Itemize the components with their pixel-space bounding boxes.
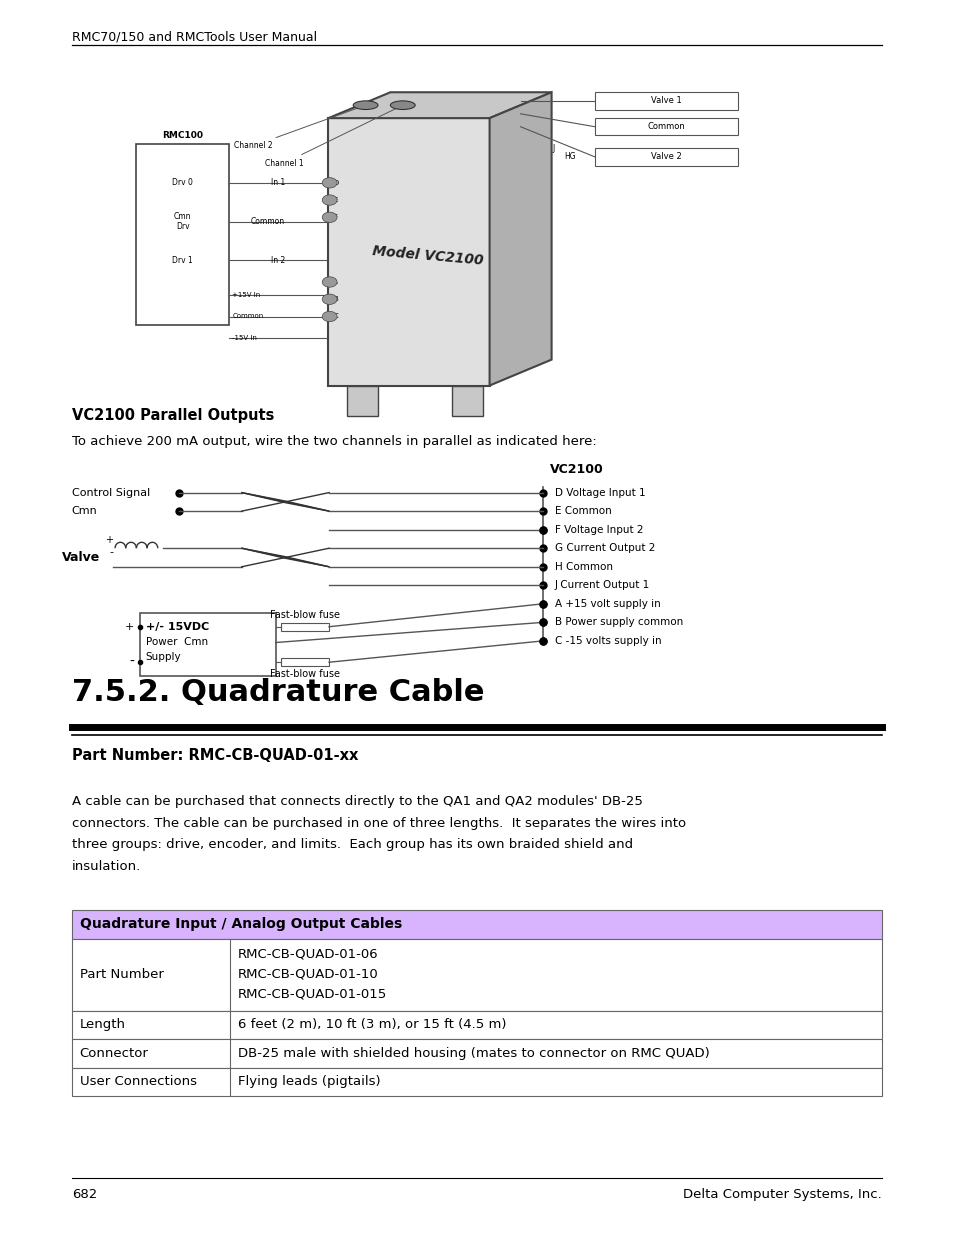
Text: Quadrature Input / Analog Output Cables: Quadrature Input / Analog Output Cables (79, 918, 401, 931)
Polygon shape (280, 658, 329, 666)
Text: Valve: Valve (62, 551, 100, 564)
Text: Flying leads (pigtails): Flying leads (pigtails) (237, 1076, 380, 1088)
Text: In 2: In 2 (271, 256, 285, 266)
FancyBboxPatch shape (136, 144, 229, 325)
Circle shape (322, 277, 336, 288)
Text: F: F (333, 215, 337, 220)
Text: VC2100 Parallel Outputs: VC2100 Parallel Outputs (71, 408, 274, 424)
Text: A +15 volt supply in: A +15 volt supply in (554, 599, 659, 609)
Text: Connector: Connector (79, 1047, 149, 1060)
Ellipse shape (353, 101, 377, 110)
Polygon shape (452, 385, 483, 416)
Circle shape (322, 178, 336, 188)
Polygon shape (595, 148, 737, 165)
Text: Common: Common (233, 314, 263, 320)
Text: Supply: Supply (146, 652, 181, 662)
Text: 682: 682 (71, 1188, 97, 1200)
Text: Valve 1: Valve 1 (650, 96, 681, 105)
Text: insulation.: insulation. (71, 860, 141, 872)
Text: User Connections: User Connections (79, 1076, 196, 1088)
Text: B: B (333, 296, 337, 303)
Ellipse shape (390, 101, 415, 110)
Text: E: E (333, 198, 337, 203)
Circle shape (322, 212, 336, 222)
Text: To achieve 200 mA output, wire the two channels in parallel as indicated here:: To achieve 200 mA output, wire the two c… (71, 435, 597, 448)
Text: Common: Common (251, 217, 285, 226)
Text: C -15 volts supply in: C -15 volts supply in (554, 636, 660, 646)
Text: RMC-CB-QUAD-01-015: RMC-CB-QUAD-01-015 (237, 988, 386, 1000)
Text: Part Number: Part Number (79, 968, 163, 981)
Text: -: - (129, 656, 133, 669)
Text: Fast-blow fuse: Fast-blow fuse (270, 669, 339, 679)
Text: J: J (552, 143, 554, 153)
Text: D: D (333, 180, 338, 185)
Text: B Power supply common: B Power supply common (554, 618, 682, 627)
Text: Length: Length (79, 1018, 126, 1031)
Polygon shape (595, 119, 737, 136)
Text: Cmn
Drv: Cmn Drv (173, 212, 192, 231)
Text: Cmn: Cmn (71, 506, 97, 516)
Circle shape (322, 311, 336, 321)
Text: HG: HG (563, 152, 575, 162)
Polygon shape (328, 119, 489, 385)
Text: Model VC2100: Model VC2100 (371, 245, 483, 268)
Text: Valve 2: Valve 2 (650, 152, 681, 162)
Polygon shape (347, 385, 377, 416)
Circle shape (322, 195, 336, 205)
Text: F Voltage Input 2: F Voltage Input 2 (554, 525, 642, 535)
Text: Channel 2: Channel 2 (233, 106, 362, 151)
Text: RMC100: RMC100 (162, 131, 203, 140)
Text: RMC-CB-QUAD-01-10: RMC-CB-QUAD-01-10 (237, 967, 378, 981)
Text: connectors. The cable can be purchased in one of three lengths.  It separates th: connectors. The cable can be purchased i… (71, 816, 685, 830)
Text: Channel 1: Channel 1 (265, 106, 400, 168)
Text: In 1: In 1 (271, 178, 285, 188)
Text: +: + (105, 535, 113, 546)
Text: C: C (333, 314, 337, 320)
Text: +/- 15VDC: +/- 15VDC (146, 621, 209, 631)
Text: 6 feet (2 m), 10 ft (3 m), or 15 ft (4.5 m): 6 feet (2 m), 10 ft (3 m), or 15 ft (4.5… (237, 1018, 505, 1031)
Text: +15V In: +15V In (233, 291, 260, 298)
Text: Delta Computer Systems, Inc.: Delta Computer Systems, Inc. (682, 1188, 882, 1200)
Text: Fast-blow fuse: Fast-blow fuse (270, 610, 339, 620)
Text: Power  Cmn: Power Cmn (146, 637, 208, 647)
Text: H Common: H Common (554, 562, 612, 572)
Text: Part Number: RMC-CB-QUAD-01-xx: Part Number: RMC-CB-QUAD-01-xx (71, 748, 358, 763)
Polygon shape (595, 93, 737, 110)
Polygon shape (489, 93, 551, 385)
Text: Control Signal: Control Signal (71, 488, 150, 498)
Text: three groups: drive, encoder, and limits.  Each group has its own braided shield: three groups: drive, encoder, and limits… (71, 839, 633, 851)
Text: E Common: E Common (554, 506, 611, 516)
Polygon shape (328, 93, 551, 119)
Text: Drv 0: Drv 0 (172, 178, 193, 188)
Text: +: + (125, 621, 133, 632)
Text: RMC-CB-QUAD-01-06: RMC-CB-QUAD-01-06 (237, 947, 377, 961)
Text: RMC70/150 and RMCTools User Manual: RMC70/150 and RMCTools User Manual (71, 30, 316, 43)
FancyBboxPatch shape (140, 613, 275, 676)
Text: D Voltage Input 1: D Voltage Input 1 (554, 488, 644, 498)
Text: VC2100: VC2100 (549, 463, 603, 475)
Text: 7.5.2. Quadrature Cable: 7.5.2. Quadrature Cable (71, 678, 484, 706)
Text: DB-25 male with shielded housing (mates to connector on RMC QUAD): DB-25 male with shielded housing (mates … (237, 1047, 709, 1060)
Text: A: A (333, 279, 337, 285)
Polygon shape (280, 622, 329, 631)
Text: Drv 1: Drv 1 (172, 256, 193, 266)
Text: Common: Common (647, 122, 684, 131)
Text: A cable can be purchased that connects directly to the QA1 and QA2 modules' DB-2: A cable can be purchased that connects d… (71, 795, 642, 808)
Text: G Current Output 2: G Current Output 2 (554, 543, 655, 553)
Text: J Current Output 1: J Current Output 1 (554, 580, 649, 590)
Text: -15V In: -15V In (233, 335, 257, 341)
Text: -: - (109, 547, 113, 557)
Circle shape (322, 294, 336, 304)
